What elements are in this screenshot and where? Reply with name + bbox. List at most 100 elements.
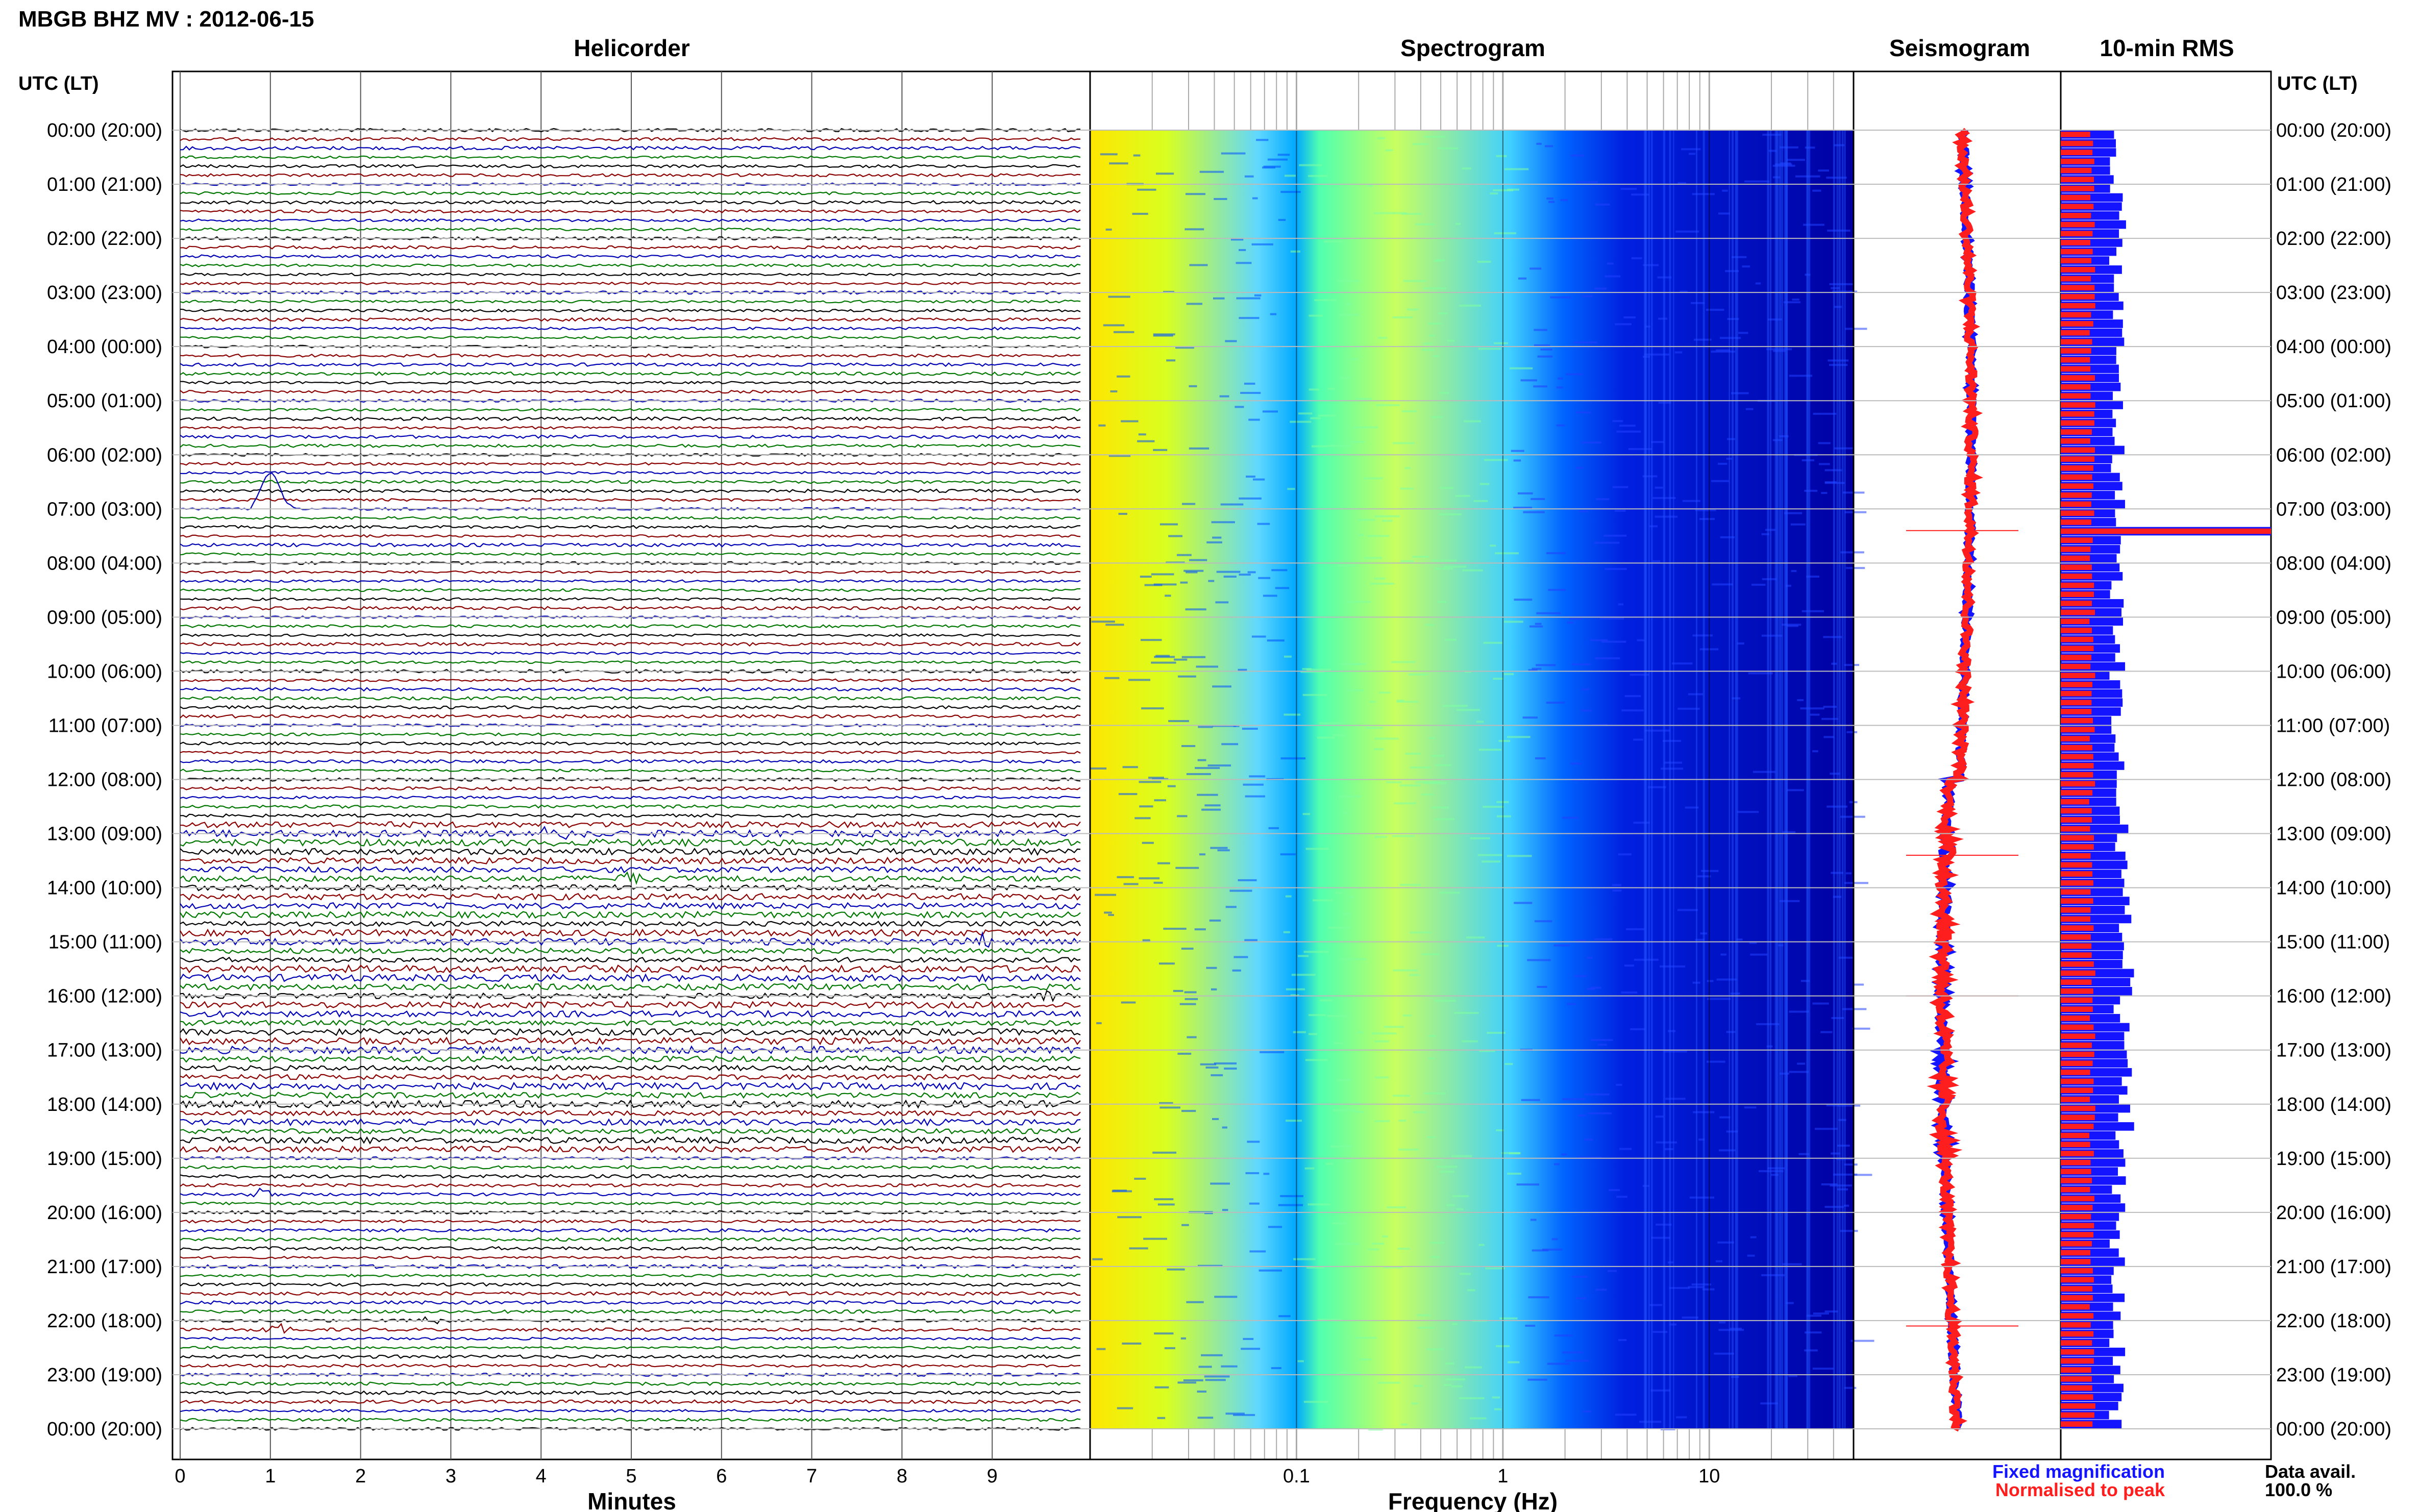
- helicorder-trace: [180, 1228, 1081, 1233]
- rms-bar-normalised: [2061, 835, 2094, 841]
- spectrogram-speckle: [1100, 153, 1118, 156]
- helicorder-trace: [180, 687, 1081, 692]
- rms-bar-normalised: [2061, 438, 2090, 444]
- spectrogram-speckle: [1507, 855, 1532, 857]
- spectrogram-speckle: [1814, 1128, 1838, 1130]
- spectrogram-speckle: [1631, 193, 1649, 196]
- spectrogram-speckle: [1118, 793, 1138, 796]
- spectrogram-speckle: [1619, 1148, 1632, 1150]
- spectrogram-speckle: [1490, 192, 1498, 195]
- spectrogram-speckle: [1373, 212, 1395, 214]
- spectrogram-speckle: [1394, 802, 1416, 805]
- rms-bar-normalised: [2061, 1394, 2093, 1400]
- legend-normalised-to-peak: Normalised to peak: [1995, 1479, 2165, 1500]
- spectrogram-speckle: [1354, 1336, 1376, 1339]
- spectrogram-speckle: [1751, 583, 1766, 586]
- time-label-left: 05:00 (01:00): [47, 390, 162, 412]
- rms-bar-normalised: [2061, 132, 2090, 137]
- rms-bar-normalised: [2061, 1250, 2090, 1256]
- spectrogram-speckle: [1306, 668, 1331, 671]
- spectrogram-speckle: [1464, 420, 1481, 423]
- spectrogram-speckle: [1140, 576, 1152, 578]
- spectrogram-speckle: [1477, 854, 1502, 856]
- spectrogram-speckle: [1382, 519, 1393, 522]
- helicorder-x-label: Minutes: [587, 1488, 676, 1512]
- spectrogram-speckle: [1208, 580, 1215, 582]
- spectrogram-speckle: [1211, 1074, 1223, 1077]
- spectrogram-speckle: [1144, 584, 1163, 586]
- spectrogram-speckle: [1682, 1316, 1698, 1319]
- spectrogram-speckle: [1535, 920, 1552, 923]
- spectrogram-speckle: [1435, 259, 1445, 261]
- spectrogram-speckle: [1369, 701, 1376, 703]
- spectrogram-speckle: [1317, 1318, 1342, 1321]
- helicorder-trace: [180, 300, 1081, 304]
- spectrogram-speckle: [1594, 938, 1613, 940]
- spectrogram-speckle: [1426, 1348, 1444, 1351]
- spectrogram-speckle: [1212, 725, 1237, 727]
- rms-bar-normalised: [2061, 970, 2095, 976]
- spectrogram-speckle: [1181, 745, 1196, 747]
- spectrogram-speckle: [1844, 1163, 1858, 1166]
- rms-bar-normalised: [2061, 312, 2091, 318]
- spectrogram-speckle: [1535, 623, 1542, 625]
- rms-bar-normalised: [2061, 781, 2095, 787]
- spectrogram-speckle: [1718, 1329, 1744, 1331]
- spectrogram-speckle: [1550, 296, 1571, 299]
- spectrogram-speckle: [1181, 656, 1206, 658]
- helicorder-trace: [180, 633, 1081, 637]
- spectrogram-speckle: [1337, 280, 1360, 282]
- spectrogram-speckle: [1152, 1151, 1177, 1154]
- spectrogram-speckle: [1159, 523, 1178, 526]
- helicorder-trace: [180, 317, 1081, 322]
- spectrogram-speckle: [1168, 720, 1189, 723]
- spectrogram-speckle: [1618, 853, 1632, 856]
- spectrogram-speckle: [1437, 147, 1459, 150]
- spectrogram-speckle: [1551, 1238, 1558, 1241]
- spectrogram-speckle: [1651, 1236, 1670, 1239]
- spectrogram-speckle: [1818, 442, 1831, 444]
- spectrogram-speckle: [1569, 617, 1583, 620]
- helicorder-trace: [180, 1381, 1081, 1386]
- data-avail-value: 100.0 %: [2265, 1479, 2332, 1500]
- spectrogram-speckle: [1716, 978, 1737, 981]
- time-label-right: 00:00 (20:00): [2276, 120, 2391, 141]
- helicorder-trace: [180, 732, 1081, 736]
- spectrogram-speckle: [1180, 1337, 1187, 1340]
- spectrogram-speckle: [1537, 985, 1547, 988]
- helicorder-trace: [180, 471, 1081, 475]
- spectrogram-speckle: [1788, 1375, 1798, 1377]
- spectrogram-speckle: [1692, 634, 1713, 637]
- spectrogram-speckle: [1482, 860, 1500, 863]
- spectrogram-speckle: [1702, 1288, 1715, 1291]
- spectrogram-speckle: [1762, 134, 1782, 136]
- spectrogram-speckle: [1456, 1208, 1464, 1210]
- spectrogram-speckle: [1812, 750, 1818, 753]
- rms-bar-normalised: [2061, 501, 2091, 507]
- spectrogram-speckle: [1392, 316, 1413, 318]
- spectrogram-speckle: [1280, 191, 1301, 193]
- spectrogram-speckle: [1210, 847, 1228, 849]
- spectrogram-speckle: [1196, 665, 1219, 668]
- rms-bar-normalised: [2061, 1159, 2091, 1166]
- spectrogram-speckle: [1575, 466, 1584, 469]
- spectrogram-speckle: [1528, 1296, 1549, 1299]
- spectrogram-speckle: [1307, 1203, 1330, 1206]
- spectrogram-speckle: [1598, 1044, 1607, 1046]
- spectrogram-speckle: [1414, 1384, 1423, 1387]
- spectrogram-speckle: [1844, 1386, 1857, 1389]
- spectrogram-speckle: [1346, 601, 1371, 603]
- spectrogram-speckle: [1204, 1375, 1230, 1378]
- spectrogram-speckle: [1245, 1172, 1260, 1174]
- spectrogram-speckle: [1782, 1263, 1802, 1266]
- rms-bar-normalised: [2061, 167, 2092, 173]
- time-label-left: 02:00 (22:00): [47, 228, 162, 250]
- rms-bar-normalised: [2061, 420, 2094, 426]
- spectrogram-speckle: [1801, 610, 1824, 612]
- spectrogram-speckle: [1616, 430, 1641, 433]
- time-label-right: 09:00 (05:00): [2276, 607, 2391, 628]
- rms-bar-normalised: [2061, 186, 2094, 191]
- spectrogram-speckle: [1180, 581, 1188, 584]
- helicorder-panel: 0 1 2 3 4 5 6 7 8 9: [171, 70, 1091, 1487]
- spectrogram-speckle: [1736, 938, 1743, 941]
